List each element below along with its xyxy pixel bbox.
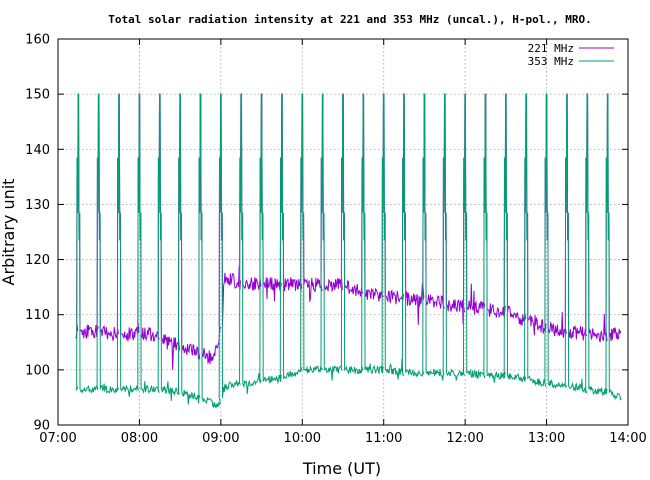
y-axis-label: Arbitrary unit bbox=[0, 179, 18, 286]
y-tick-label: 100 bbox=[25, 363, 50, 378]
plot-frame bbox=[57, 38, 629, 426]
x-tick-label: 13:00 bbox=[528, 431, 565, 446]
series-line bbox=[75, 93, 622, 370]
x-tick-label: 07:00 bbox=[39, 431, 76, 446]
y-tick-label: 130 bbox=[25, 198, 50, 213]
x-axis-label: Time (UT) bbox=[302, 459, 381, 478]
x-tick-label: 12:00 bbox=[446, 431, 483, 446]
chart-title: Total solar radiation intensity at 221 a… bbox=[108, 13, 591, 26]
x-tick-label: 09:00 bbox=[202, 431, 239, 446]
x-tick-label: 10:00 bbox=[284, 431, 321, 446]
y-tick-label: 120 bbox=[25, 253, 50, 268]
legend-label: 221 MHz bbox=[528, 42, 574, 55]
legend-label: 353 MHz bbox=[528, 55, 574, 68]
plot-series bbox=[75, 93, 622, 409]
x-tick-label: 11:00 bbox=[365, 431, 402, 446]
x-tick-label: 08:00 bbox=[121, 431, 158, 446]
y-tick-label: 90 bbox=[33, 419, 50, 434]
x-tick-label: 14:00 bbox=[609, 431, 646, 446]
axis-ticks: 07:00 08:00 09:00 10:00 11:00 12:00 13:00 14:00… bbox=[25, 33, 647, 447]
y-tick-label: 150 bbox=[25, 88, 50, 103]
y-tick-label: 160 bbox=[25, 33, 50, 48]
y-tick-label: 110 bbox=[25, 308, 50, 323]
series-line bbox=[75, 93, 622, 409]
y-tick-label: 140 bbox=[25, 143, 50, 158]
